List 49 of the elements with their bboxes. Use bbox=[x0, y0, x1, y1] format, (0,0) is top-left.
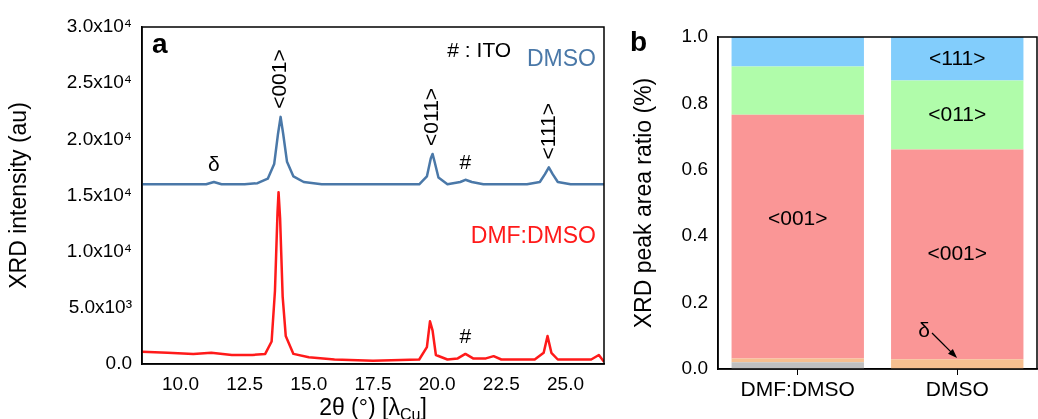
y-tick-label: 0.4 bbox=[681, 224, 709, 246]
x-tick-label: 22.5 bbox=[482, 372, 520, 394]
y-axis-title: XRD peak area ratio (%) bbox=[630, 77, 657, 329]
y-tick-label: 0.0 bbox=[681, 357, 708, 379]
bar bbox=[891, 359, 1024, 369]
y-tick-label: 5.0x10³ bbox=[68, 296, 132, 318]
annotation: δ bbox=[208, 151, 220, 175]
annotation: <011> bbox=[419, 87, 443, 146]
bar bbox=[731, 362, 864, 369]
y-tick-label: 0.6 bbox=[681, 158, 708, 180]
annotation: <001> bbox=[267, 49, 291, 109]
annotation: # : ITO bbox=[447, 37, 512, 61]
bar bbox=[731, 358, 864, 363]
annotation: <001> bbox=[767, 206, 828, 230]
x-tick-label: 20.0 bbox=[418, 372, 456, 394]
y-tick-label: 2.5x10⁴ bbox=[66, 71, 132, 93]
y-axis-title: XRD intensity (au) bbox=[5, 102, 32, 289]
series-label: <111> bbox=[929, 45, 986, 69]
series-label: <011> bbox=[928, 101, 987, 125]
text: DMF:DMSO bbox=[470, 222, 597, 249]
x-tick-label: 15.0 bbox=[290, 372, 328, 394]
y-tick-label: 3.0x10⁴ bbox=[66, 15, 132, 37]
text: DMSO bbox=[527, 44, 596, 71]
bar bbox=[891, 37, 1024, 81]
annotation: <111> bbox=[535, 102, 559, 160]
x-tick-label: 25.0 bbox=[547, 372, 584, 394]
chart-title: b bbox=[630, 25, 648, 57]
chart-title: a bbox=[152, 27, 168, 59]
y-tick-label: 2.0x10⁴ bbox=[66, 127, 132, 149]
y-tick-label: 0.8 bbox=[681, 91, 708, 113]
bar bbox=[731, 37, 864, 67]
bar bbox=[731, 66, 864, 115]
x-tick-label: 10.0 bbox=[162, 372, 199, 394]
x-tick-label: DMSO bbox=[925, 377, 989, 401]
bar bbox=[891, 80, 1024, 150]
y-tick-label: 1.0 bbox=[681, 25, 708, 47]
x-tick-label: 12.5 bbox=[226, 372, 264, 394]
y-tick-label: 0.0 bbox=[105, 352, 132, 374]
annotation: # bbox=[459, 149, 472, 173]
y-tick-label: 1.0x10⁴ bbox=[66, 239, 132, 261]
annotation: δ bbox=[918, 318, 931, 342]
annotation: # bbox=[459, 323, 472, 347]
x-tick-label: 17.5 bbox=[354, 372, 392, 394]
x-tick-label: DMF:DMSO bbox=[740, 377, 855, 401]
y-tick-label: 1.5x10⁴ bbox=[66, 183, 132, 205]
y-tick-label: 0.2 bbox=[681, 290, 708, 312]
bar bbox=[891, 149, 1024, 360]
series-label: <001> bbox=[927, 241, 988, 265]
bar bbox=[731, 114, 864, 359]
